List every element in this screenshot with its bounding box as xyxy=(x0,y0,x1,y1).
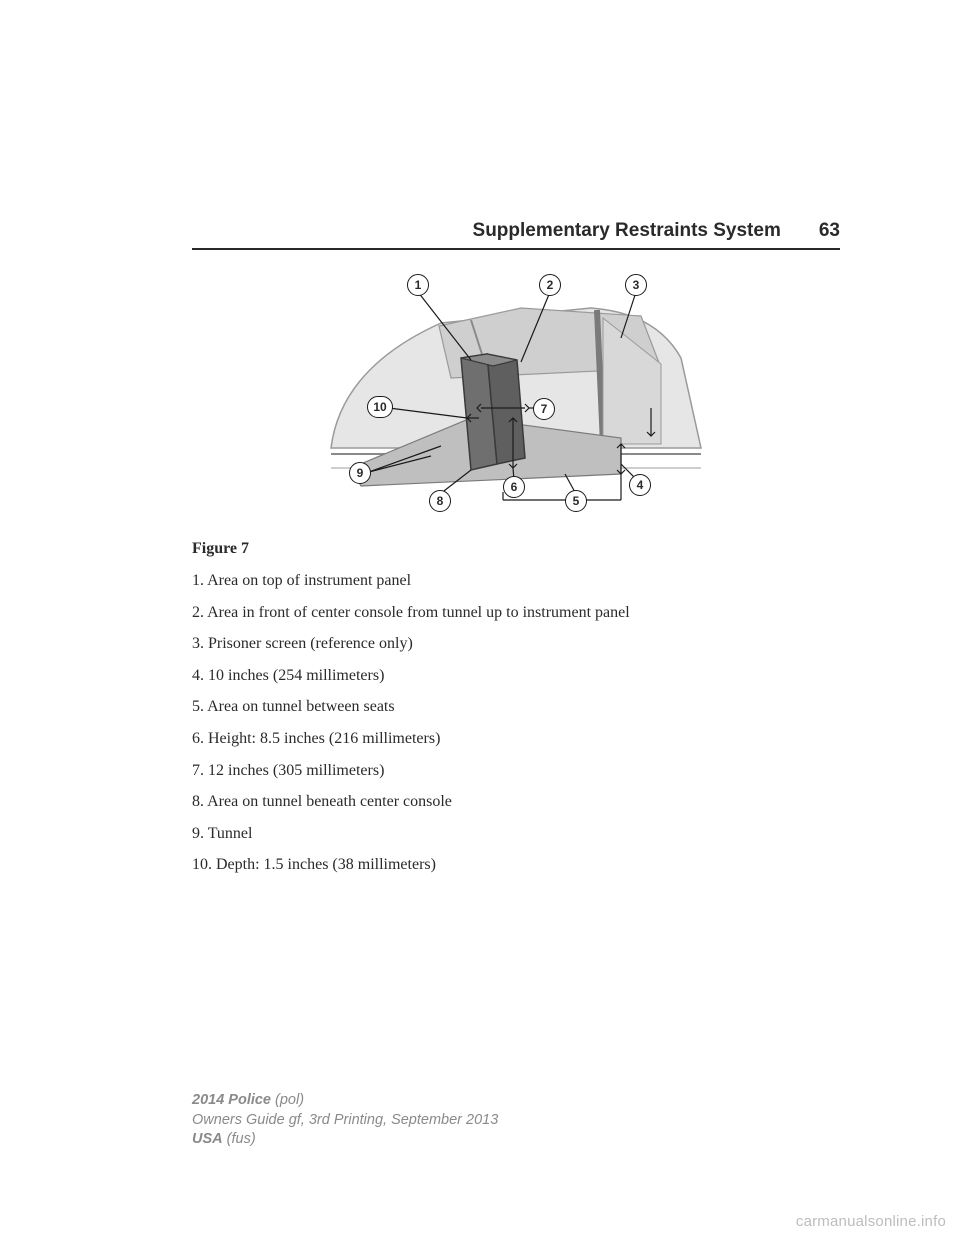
footer-region: USA xyxy=(192,1131,223,1147)
callout-8: 8 xyxy=(429,490,451,512)
page-header: Supplementary Restraints System 63 xyxy=(192,220,840,242)
watermark: carmanualsonline.info xyxy=(796,1213,946,1230)
callout-10: 10 xyxy=(367,396,393,418)
callout-1: 1 xyxy=(407,274,429,296)
page-number: 63 xyxy=(819,220,840,242)
figure-wrap: 1 2 3 7 10 9 8 6 5 4 xyxy=(192,268,840,518)
legend-item-2: 2. Area in front of center console from … xyxy=(192,602,840,624)
footer-line-1: 2014 Police (pol) xyxy=(192,1091,498,1111)
legend-item-9: 9. Tunnel xyxy=(192,823,840,845)
legend-item-4: 4. 10 inches (254 millimeters) xyxy=(192,665,840,687)
callout-3: 3 xyxy=(625,274,647,296)
footer-line-3: USA (fus) xyxy=(192,1130,498,1150)
callout-2: 2 xyxy=(539,274,561,296)
callout-6: 6 xyxy=(503,476,525,498)
footer: 2014 Police (pol) Owners Guide gf, 3rd P… xyxy=(192,1091,498,1150)
footer-model-code: (pol) xyxy=(275,1092,304,1108)
footer-region-code: (fus) xyxy=(227,1131,256,1147)
legend-item-10: 10. Depth: 1.5 inches (38 millimeters) xyxy=(192,854,840,876)
page: Supplementary Restraints System 63 xyxy=(0,0,960,1242)
callout-5: 5 xyxy=(565,490,587,512)
figure-caption: Figure 7 xyxy=(192,540,840,558)
legend-item-5: 5. Area on tunnel between seats xyxy=(192,696,840,718)
footer-line-2: Owners Guide gf, 3rd Printing, September… xyxy=(192,1111,498,1131)
legend-item-6: 6. Height: 8.5 inches (216 millimeters) xyxy=(192,728,840,750)
figure-7: 1 2 3 7 10 9 8 6 5 4 xyxy=(321,268,711,518)
section-title: Supplementary Restraints System xyxy=(473,220,781,242)
legend-item-3: 3. Prisoner screen (reference only) xyxy=(192,633,840,655)
callout-9: 9 xyxy=(349,462,371,484)
callout-4: 4 xyxy=(629,474,651,496)
footer-model: 2014 Police xyxy=(192,1092,271,1108)
legend-item-8: 8. Area on tunnel beneath center console xyxy=(192,791,840,813)
legend-item-1: 1. Area on top of instrument panel xyxy=(192,570,840,592)
legend-item-7: 7. 12 inches (305 millimeters) xyxy=(192,760,840,782)
header-rule xyxy=(192,248,840,250)
callout-7: 7 xyxy=(533,398,555,420)
